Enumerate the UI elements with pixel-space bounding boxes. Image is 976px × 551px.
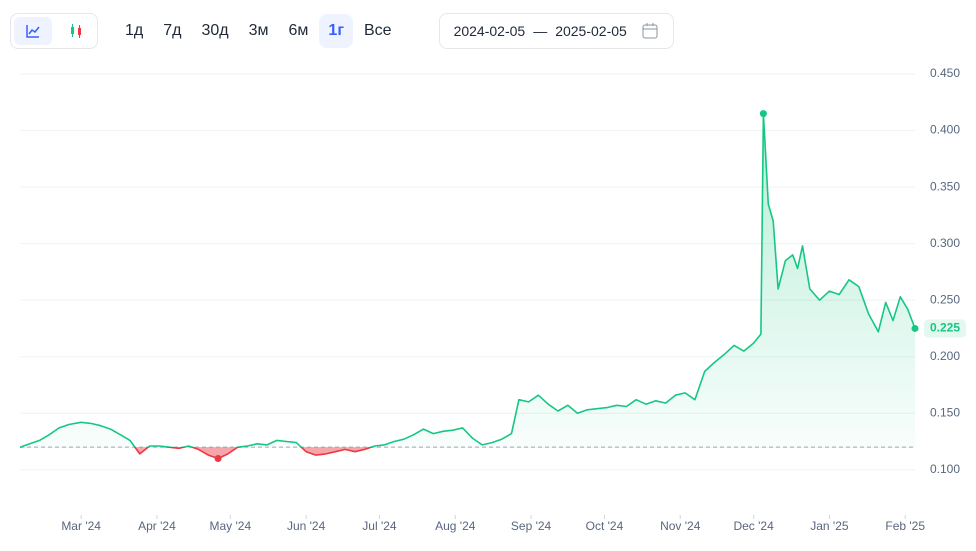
x-tick-label: Jan '25	[810, 519, 849, 533]
x-tick-label: Jun '24	[287, 519, 326, 533]
date-range[interactable]: 2024-02-05 — 2025-02-05	[438, 13, 674, 49]
current-price-label: 0.225	[930, 321, 960, 335]
x-tick-label: May '24	[209, 519, 251, 533]
range-button[interactable]: 30д	[201, 22, 229, 39]
y-tick-label: 0.150	[930, 405, 960, 419]
y-tick-label: 0.300	[930, 236, 960, 250]
range-button[interactable]: 1г	[319, 14, 353, 48]
range-buttons: 1д 7д 30д 3м 6м 1г Все	[116, 14, 401, 48]
price-line	[19, 112, 916, 460]
price-dot	[214, 454, 222, 462]
x-tick-label: Sep '24	[511, 519, 552, 533]
y-tick-label: 0.450	[930, 66, 960, 80]
x-tick-label: Jul '24	[362, 519, 397, 533]
y-tick-label: 0.350	[930, 179, 960, 193]
x-tick-label: Dec '24	[733, 519, 774, 533]
x-tick-label: Feb '25	[885, 519, 925, 533]
current-price-bg	[924, 319, 966, 338]
y-tick-label: 0.250	[930, 292, 960, 306]
chart-type-switch	[10, 13, 98, 49]
toolbar: 1д 7д 30д 3м 6м 1г Все 2024-02-05 — 2025-02-05	[10, 13, 674, 49]
range-button[interactable]: 3м	[248, 22, 269, 39]
y-tick-label: 0.100	[930, 462, 960, 476]
y-tick-label: 0.200	[930, 349, 960, 363]
line-mode[interactable]	[13, 17, 52, 45]
range-button[interactable]: 1д	[125, 22, 144, 39]
date-from: 2024-02-05	[453, 23, 526, 39]
date-sep: —	[533, 23, 548, 39]
x-tick-label: Oct '24	[586, 519, 624, 533]
date-to: 2025-02-05	[555, 23, 627, 39]
x-tick-label: Mar '24	[61, 519, 101, 533]
price-dot	[911, 324, 919, 332]
price-area	[20, 113, 915, 459]
range-button[interactable]: 6м	[288, 22, 309, 39]
price-dot	[759, 110, 767, 118]
y-tick-label: 0.400	[930, 123, 960, 137]
x-tick-label: Nov '24	[660, 519, 701, 533]
range-button[interactable]: 7д	[163, 22, 182, 39]
candle-mode[interactable]	[57, 17, 95, 45]
x-tick-label: Apr '24	[138, 519, 176, 533]
range-button[interactable]: Все	[363, 22, 392, 39]
x-tick-label: Aug '24	[435, 519, 476, 533]
